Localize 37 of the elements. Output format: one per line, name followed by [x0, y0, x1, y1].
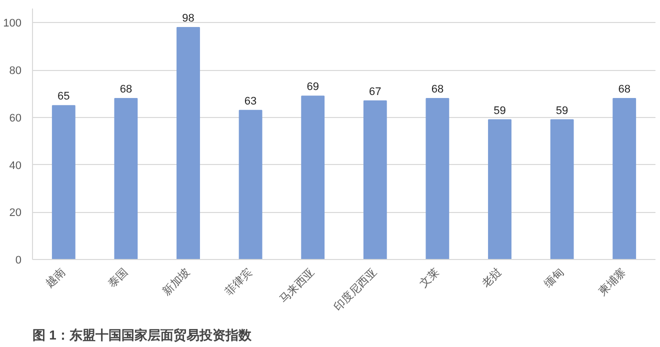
x-tick-label: 马来西亚: [276, 266, 318, 306]
y-tick-label: 60: [9, 112, 22, 124]
x-tick-label: 越南: [43, 266, 68, 290]
x-tick-label: 新加坡: [160, 266, 192, 298]
y-tick-label: 80: [9, 65, 22, 78]
x-tick-label: 缅甸: [542, 266, 566, 290]
data-label: 59: [494, 104, 506, 117]
x-tick-label: 印度尼西亚: [331, 266, 380, 314]
caption: 图 1：东盟十国国家层面贸易投资指数: [32, 328, 252, 342]
bar: [114, 98, 138, 260]
y-tick-label: 100: [3, 18, 22, 30]
bar: [301, 96, 325, 260]
x-tick-label: 泰国: [106, 266, 130, 290]
bar: [363, 100, 387, 260]
data-label: 69: [306, 81, 319, 94]
bar: [238, 110, 262, 260]
bar: [612, 98, 636, 260]
data-label: 68: [120, 83, 132, 96]
x-tick-label: 文莱: [416, 266, 442, 290]
data-label: 68: [431, 83, 444, 96]
bar: [176, 26, 200, 260]
x-tick-label: 菲律宾: [222, 266, 255, 298]
y-tick-label: 40: [9, 160, 22, 172]
data-label: 65: [58, 90, 70, 103]
bar: [426, 98, 450, 260]
data-label: 59: [556, 104, 568, 117]
bar: [550, 119, 574, 260]
y-tick-label: 20: [9, 207, 22, 220]
x-tick-label: 老挝: [479, 266, 504, 290]
data-label: 67: [369, 86, 382, 98]
data-label: 98: [182, 12, 194, 24]
data-label: 68: [618, 83, 630, 96]
bar: [488, 119, 512, 260]
y-tick-label: 0: [15, 254, 22, 266]
bar: [52, 105, 76, 260]
data-label: 63: [244, 95, 257, 108]
x-tick-label: 柬埔寨: [596, 266, 629, 298]
